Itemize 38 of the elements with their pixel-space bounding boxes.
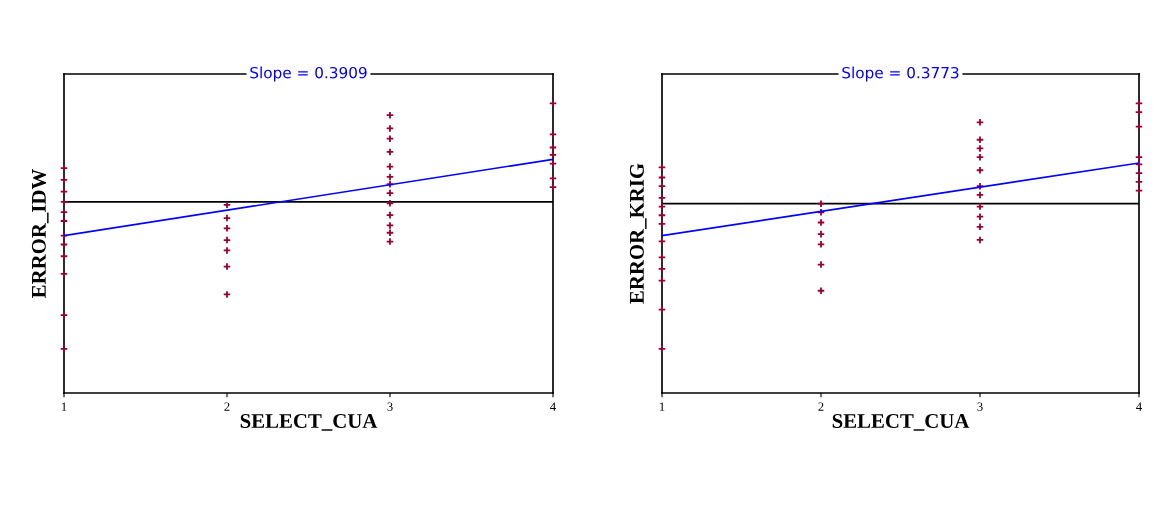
point [1134, 122, 1144, 131]
point [385, 199, 395, 208]
x-tick-label: 3 [387, 402, 393, 411]
x-tick-label: 1 [659, 402, 665, 411]
point [385, 162, 395, 171]
x-tick-label: 3 [977, 402, 983, 411]
point [222, 246, 232, 255]
x-tick-label: 1 [61, 402, 67, 411]
x-axis-title: SELECT_CUA [240, 414, 378, 431]
x-tick-label: 4 [550, 402, 556, 411]
point [657, 163, 667, 172]
point [548, 174, 558, 183]
point [59, 187, 69, 196]
point [975, 212, 985, 221]
text: Slope = 0.3773 [842, 66, 959, 82]
point [816, 286, 826, 295]
point [59, 252, 69, 261]
point [385, 134, 395, 143]
text: Slope = 0.3909 [250, 66, 367, 82]
x-tick-label: 4 [1136, 402, 1142, 411]
point [816, 260, 826, 269]
point [816, 240, 826, 249]
y-axis-title: ERROR_KRIG [629, 163, 647, 304]
point [657, 211, 667, 220]
point [548, 159, 558, 168]
point [657, 253, 667, 262]
point [385, 228, 395, 237]
point [975, 135, 985, 144]
point [548, 130, 558, 139]
point [222, 224, 232, 233]
point [975, 118, 985, 127]
point [816, 199, 826, 208]
x-tick-label: 2 [818, 402, 824, 411]
x-tick-label: 2 [224, 402, 230, 411]
x-axis-title: SELECT_CUA [832, 414, 970, 431]
y-axis-title: ERROR_IDW [31, 169, 49, 298]
point [657, 305, 667, 314]
point [657, 237, 667, 246]
